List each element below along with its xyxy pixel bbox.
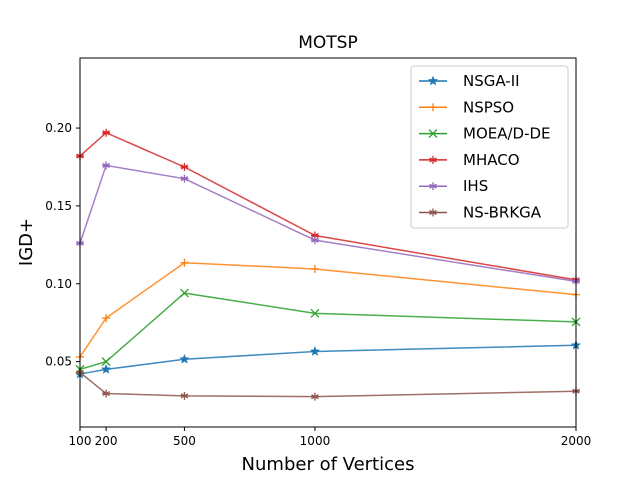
data-point: [180, 391, 189, 400]
legend-box: [410, 65, 569, 229]
series-nspso: [76, 258, 580, 361]
legend-marker: [429, 103, 437, 112]
legend-marker: [429, 208, 437, 217]
y-tick-label: 0.20: [45, 121, 72, 135]
data-point: [310, 308, 320, 318]
data-point: [310, 264, 319, 273]
data-point: [102, 389, 111, 398]
chart-title: MOTSP: [298, 33, 357, 53]
legend-item: MHACO: [419, 151, 520, 169]
marker-shape: [309, 345, 321, 356]
legend-marker: [429, 155, 437, 164]
data-point: [179, 288, 189, 298]
series-moea-d-de: [75, 288, 581, 374]
data-point: [102, 161, 111, 170]
legend-label: MOEA/D-DE: [463, 125, 551, 143]
data-point: [180, 174, 189, 183]
x-tick-label: 200: [95, 434, 118, 448]
y-tick-label: 0.05: [45, 355, 72, 369]
marker-stroke: [101, 357, 111, 367]
series-nsga-ii: [74, 339, 582, 379]
legend-label: NSGA-II: [463, 72, 520, 90]
legend-marker: [428, 129, 438, 139]
legend-label: IHS: [463, 177, 488, 195]
series-line: [79, 344, 577, 375]
x-tick-label: 1000: [300, 434, 331, 448]
data-point: [180, 258, 189, 267]
marker-stroke: [428, 129, 438, 139]
data-point: [102, 128, 111, 137]
x-axis-label: Number of Vertices: [242, 454, 415, 475]
axes: 100 200 500 1000 2000 0.05 0.10 0.15 0.20: [45, 57, 592, 448]
data-point: [180, 162, 189, 171]
legend-label: NS-BRKGA: [463, 204, 542, 222]
marker-shape: [427, 75, 439, 86]
x-tick-label: 2000: [561, 434, 592, 448]
y-tick-label: 0.10: [45, 277, 72, 291]
marker-shape: [179, 353, 190, 364]
legend-marker: [429, 182, 437, 191]
y-tick-label: 0.15: [45, 199, 72, 213]
y-axis-label: IGD+: [16, 218, 37, 266]
legend-label: NSPSO: [463, 98, 514, 116]
legend: NSGA-II NSPSO MOEA/D-DE MHACO IHS NS-BRKGA: [410, 65, 569, 229]
legend-label: MHACO: [463, 151, 520, 169]
axes-frame: [79, 57, 577, 428]
legend-item: IHS: [419, 177, 488, 195]
data-point: [102, 314, 111, 323]
data-point: [179, 353, 190, 364]
legend-marker: [427, 75, 439, 86]
data-point: [309, 345, 321, 356]
data-point: [310, 231, 319, 240]
marker-stroke: [179, 288, 189, 298]
marker-shape: [100, 363, 112, 374]
x-tick-label: 100: [69, 434, 92, 448]
data-point: [101, 357, 111, 367]
legend-item: NSPSO: [419, 98, 514, 116]
plot-area: [74, 128, 582, 401]
legend-item: NSGA-II: [419, 72, 520, 90]
legend-item: NS-BRKGA: [419, 204, 542, 222]
series-line: [79, 292, 577, 371]
series-line: [79, 261, 577, 358]
x-tick-label: 500: [173, 434, 196, 448]
series-line: [79, 371, 577, 398]
marker-stroke: [310, 308, 320, 318]
legend-item: MOEA/D-DE: [419, 125, 551, 143]
data-point: [310, 236, 319, 245]
data-point: [100, 363, 112, 374]
data-point: [310, 392, 319, 401]
series-ns-brkga: [76, 368, 580, 401]
